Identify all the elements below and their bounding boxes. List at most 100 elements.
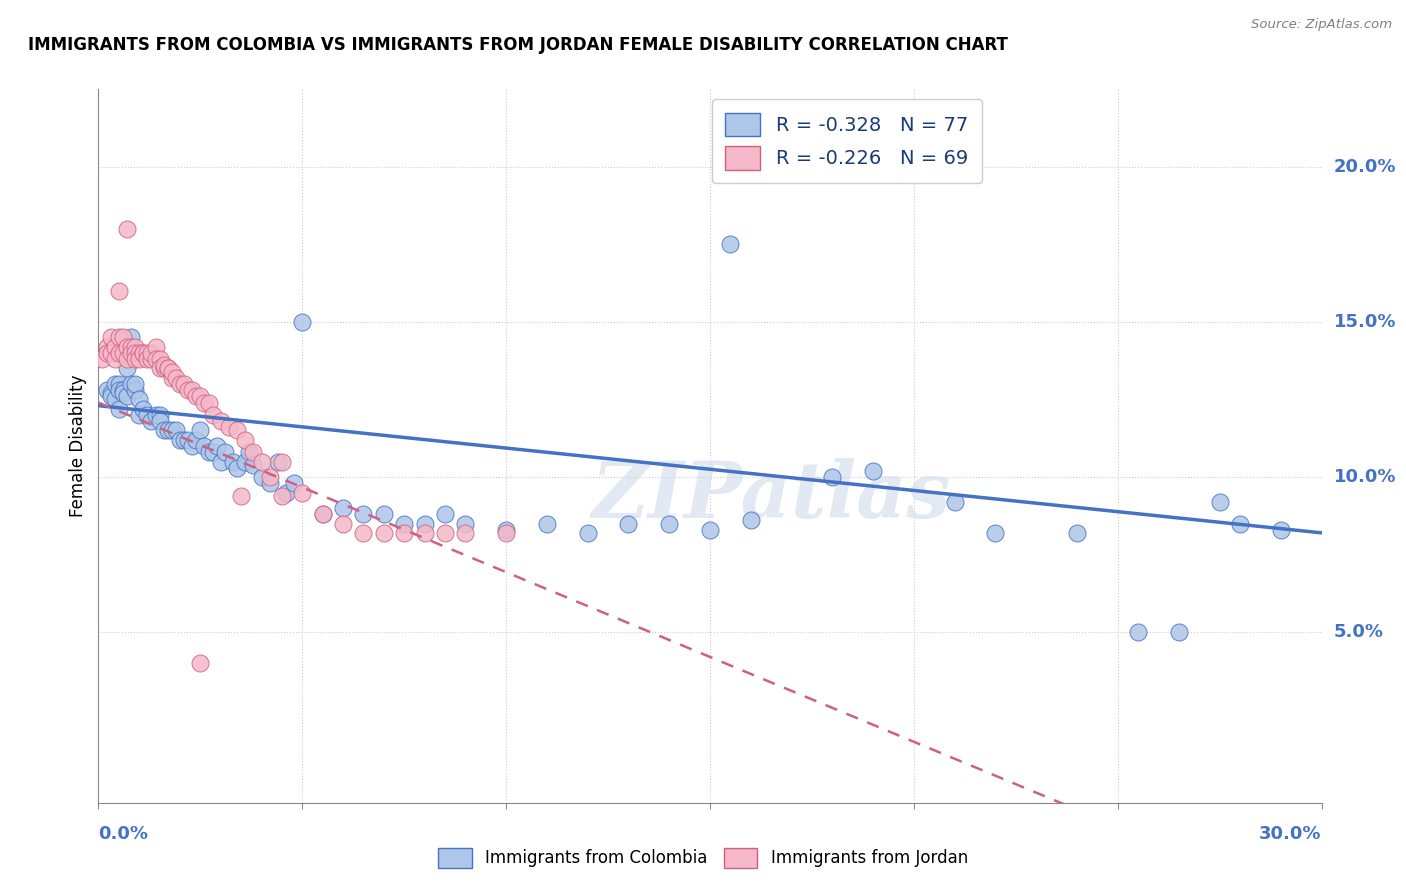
Point <box>454 525 477 540</box>
Point <box>165 370 187 384</box>
Point <box>209 414 232 428</box>
Point <box>242 445 264 459</box>
Point <box>576 525 599 540</box>
Point <box>495 525 517 540</box>
Point <box>136 352 159 367</box>
Point <box>136 408 159 422</box>
Point <box>193 395 215 409</box>
Point <box>1066 525 1088 540</box>
Point <box>91 352 114 367</box>
Point <box>169 376 191 391</box>
Point <box>186 433 208 447</box>
Point <box>177 433 200 447</box>
Point <box>111 330 134 344</box>
Text: 5.0%: 5.0% <box>1334 624 1384 641</box>
Point <box>233 433 256 447</box>
Point <box>1209 495 1232 509</box>
Point <box>124 383 146 397</box>
Point <box>332 501 354 516</box>
Point <box>312 508 335 522</box>
Text: ZIPatlas: ZIPatlas <box>592 458 950 534</box>
Point <box>233 454 256 468</box>
Point <box>193 439 215 453</box>
Point <box>238 445 260 459</box>
Text: Source: ZipAtlas.com: Source: ZipAtlas.com <box>1251 18 1392 31</box>
Point <box>120 330 142 344</box>
Point <box>115 352 138 367</box>
Point <box>111 386 134 401</box>
Point <box>128 346 150 360</box>
Point <box>111 383 134 397</box>
Point <box>141 414 163 428</box>
Point <box>124 352 146 367</box>
Point <box>104 340 127 354</box>
Point <box>132 346 155 360</box>
Point <box>205 439 228 453</box>
Text: 20.0%: 20.0% <box>1334 158 1396 176</box>
Point <box>141 346 163 360</box>
Point <box>145 340 167 354</box>
Point <box>188 656 212 670</box>
Point <box>104 376 127 391</box>
Point <box>124 340 146 354</box>
Point <box>136 346 159 360</box>
Point <box>332 516 354 531</box>
Point <box>115 222 138 236</box>
Point <box>181 383 204 397</box>
Point <box>128 392 150 407</box>
Point <box>270 489 294 503</box>
Legend: R = -0.328   N = 77, R = -0.226   N = 69: R = -0.328 N = 77, R = -0.226 N = 69 <box>711 99 981 184</box>
Point <box>250 470 273 484</box>
Point <box>108 376 131 391</box>
Point <box>1229 516 1251 531</box>
Text: 0.0%: 0.0% <box>98 825 149 843</box>
Point <box>352 508 374 522</box>
Point <box>141 352 163 367</box>
Point <box>1167 625 1189 640</box>
Point <box>434 508 457 522</box>
Point <box>392 516 416 531</box>
Point <box>132 401 155 416</box>
Point <box>188 389 212 403</box>
Point <box>413 516 436 531</box>
Point <box>96 340 118 354</box>
Point <box>115 340 138 354</box>
Point <box>267 454 290 468</box>
Point <box>173 376 195 391</box>
Point <box>108 383 131 397</box>
Point <box>104 352 127 367</box>
Point <box>128 408 150 422</box>
Point <box>156 361 179 376</box>
Point <box>160 424 183 438</box>
Point <box>434 525 457 540</box>
Point <box>145 352 167 367</box>
Point <box>115 389 138 403</box>
Point <box>984 525 1007 540</box>
Point <box>274 485 297 500</box>
Point <box>242 458 264 472</box>
Legend: Immigrants from Colombia, Immigrants from Jordan: Immigrants from Colombia, Immigrants fro… <box>432 841 974 875</box>
Point <box>104 392 127 407</box>
Point <box>197 395 219 409</box>
Point <box>392 525 416 540</box>
Point <box>201 445 224 459</box>
Point <box>149 414 172 428</box>
Point <box>160 365 183 379</box>
Point <box>222 454 245 468</box>
Point <box>201 408 224 422</box>
Point <box>658 516 681 531</box>
Point <box>312 508 335 522</box>
Point <box>413 525 436 540</box>
Point <box>120 340 142 354</box>
Point <box>149 408 172 422</box>
Point <box>100 330 122 344</box>
Point <box>214 445 236 459</box>
Point <box>226 424 249 438</box>
Point <box>152 361 174 376</box>
Y-axis label: Female Disability: Female Disability <box>69 375 87 517</box>
Point <box>96 383 118 397</box>
Point <box>1128 625 1150 640</box>
Point <box>536 516 558 531</box>
Point <box>181 439 204 453</box>
Point <box>259 476 281 491</box>
